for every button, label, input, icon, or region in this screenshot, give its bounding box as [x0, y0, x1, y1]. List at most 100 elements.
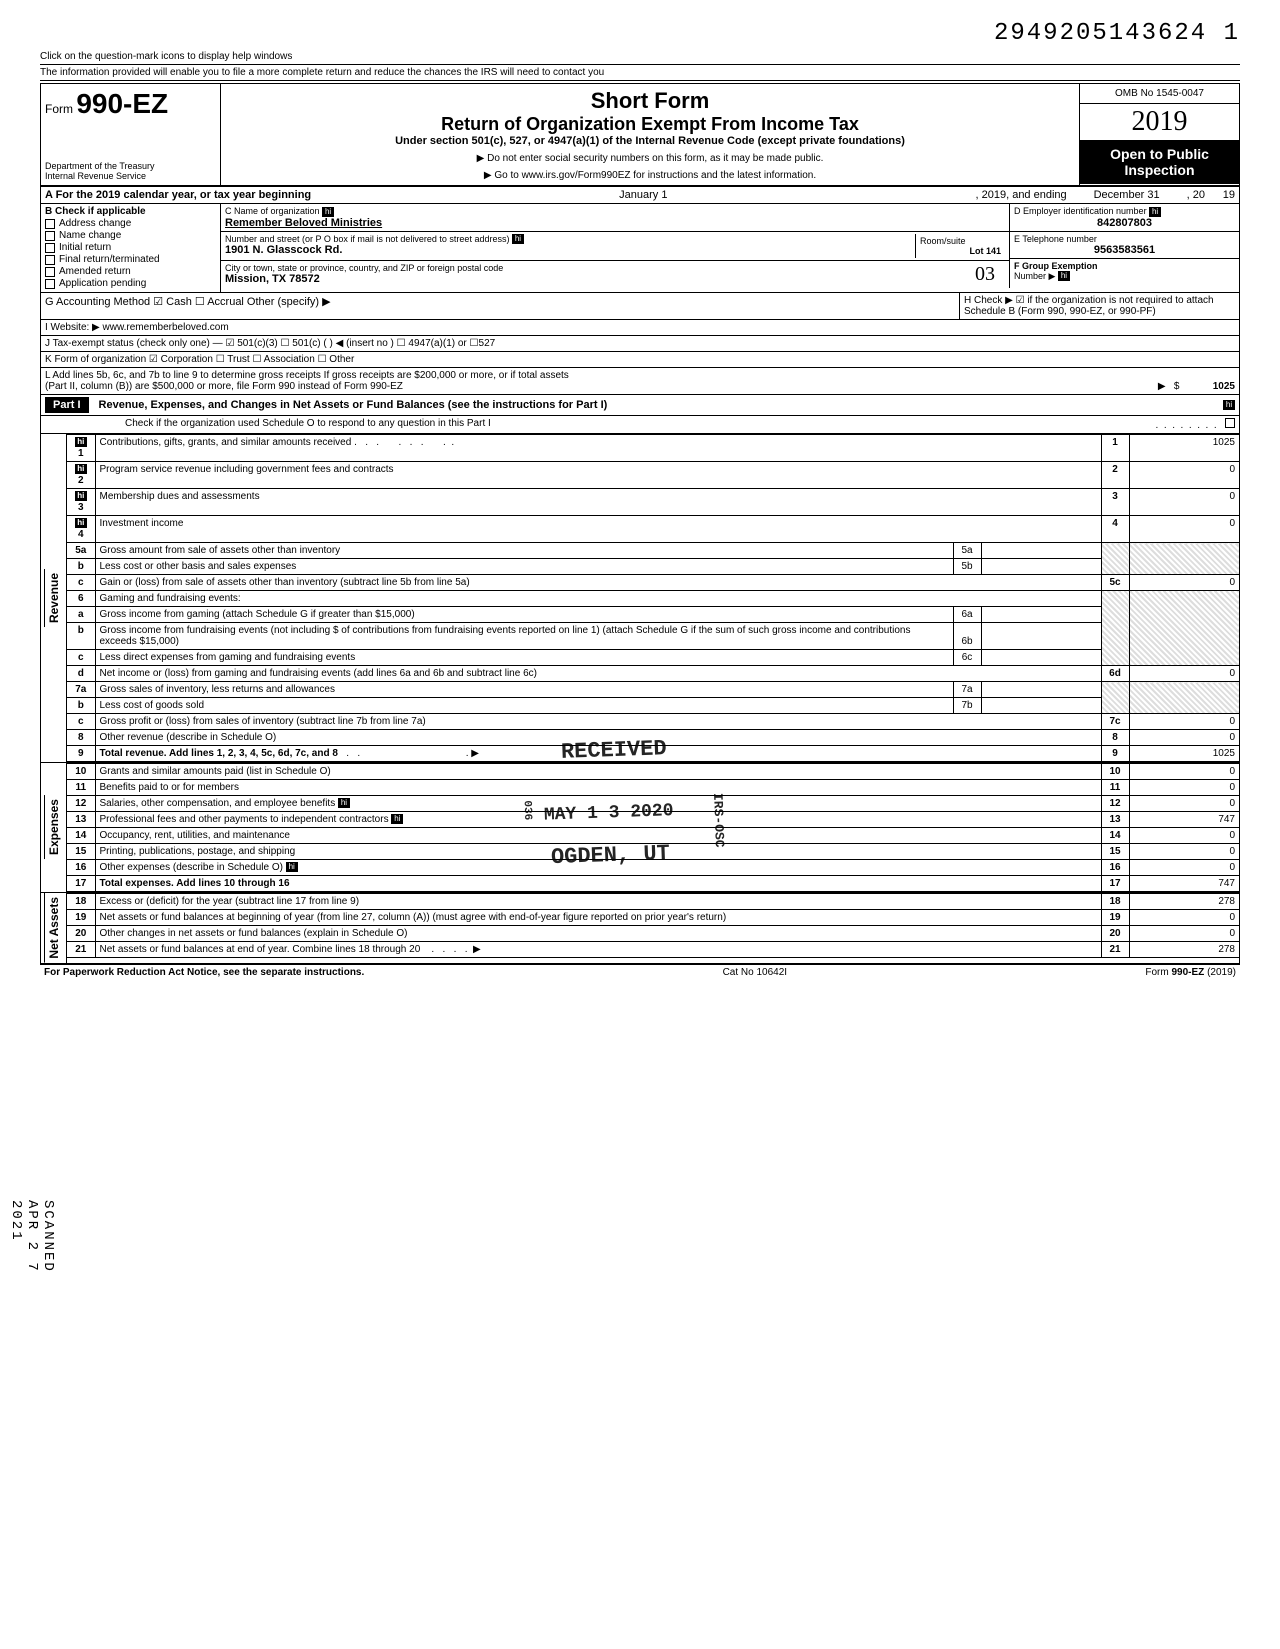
check-final-label: Final return/terminated: [59, 254, 160, 265]
check-amended-label: Amended return: [59, 266, 131, 277]
line-19-desc: Net assets or fund balances at beginning…: [100, 912, 727, 923]
check-initial-label: Initial return: [59, 242, 111, 253]
line-13-val: 747: [1129, 812, 1239, 828]
line-6d-val: 0: [1129, 666, 1239, 682]
help-icon[interactable]: hi: [75, 518, 87, 528]
line-2-val: 0: [1129, 462, 1239, 489]
footer-left: For Paperwork Reduction Act Notice, see …: [44, 967, 364, 978]
page-footer: For Paperwork Reduction Act Notice, see …: [40, 965, 1240, 980]
line-18-val: 278: [1129, 894, 1239, 910]
instruct-1: ▶ Do not enter social security numbers o…: [229, 153, 1071, 164]
line-21-val: 278: [1129, 942, 1239, 958]
open-public-1: Open to Public: [1082, 146, 1237, 162]
line-h: H Check ▶ ☑ if the organization is not r…: [959, 293, 1239, 319]
line-j: J Tax-exempt status (check only one) — ☑…: [41, 336, 1239, 352]
line-14-desc: Occupancy, rent, utilities, and maintena…: [100, 830, 290, 841]
help-icon[interactable]: hi: [75, 464, 87, 474]
line-6-desc: Gaming and fundraising events:: [100, 593, 241, 604]
check-name[interactable]: [45, 231, 55, 241]
org-name: Remember Beloved Ministries: [225, 217, 1005, 229]
cal-mid: , 2019, and ending: [976, 189, 1067, 201]
help-icon[interactable]: hi: [1149, 207, 1161, 217]
room-label: Room/suite: [920, 236, 1001, 246]
line-16-desc: Other expenses (describe in Schedule O): [100, 862, 283, 873]
omb-number: OMB No 1545-0047: [1080, 84, 1239, 104]
check-pending[interactable]: [45, 279, 55, 289]
line-6c-desc: Less direct expenses from gaming and fun…: [100, 652, 356, 663]
check-amended[interactable]: [45, 267, 55, 277]
line-7c-val: 0: [1129, 714, 1239, 730]
line-4-val: 0: [1129, 516, 1239, 543]
form-990ez: Form 990-EZ Department of the Treasury I…: [40, 83, 1240, 965]
line-g: G Accounting Method ☑ Cash ☐ Accrual Oth…: [41, 293, 959, 319]
ein-label: D Employer identification number: [1014, 206, 1147, 216]
part-1-title: Revenue, Expenses, and Changes in Net As…: [89, 399, 1223, 411]
check-header: B Check if applicable: [45, 206, 216, 217]
help-icon[interactable]: hi: [1223, 400, 1235, 410]
check-final[interactable]: [45, 255, 55, 265]
line-8-desc: Other revenue (describe in Schedule O): [100, 732, 277, 743]
line-3-desc: Membership dues and assessments: [100, 491, 260, 502]
handwritten-code: 03: [975, 263, 1005, 286]
line-9-desc: Total revenue. Add lines 1, 2, 3, 4, 5c,…: [100, 748, 338, 759]
help-icon[interactable]: hi: [322, 207, 334, 217]
line-15-desc: Printing, publications, postage, and shi…: [100, 846, 296, 857]
check-address[interactable]: [45, 219, 55, 229]
revenue-vert-label: Revenue: [44, 569, 63, 627]
line-5c-val: 0: [1129, 575, 1239, 591]
form-number: 990-EZ: [76, 88, 168, 119]
line-16-val: 0: [1129, 860, 1239, 876]
netassets-vert-label: Net Assets: [44, 893, 63, 963]
instruct-2: ▶ Go to www.irs.gov/Form990EZ for instru…: [229, 170, 1071, 181]
help-icon[interactable]: hi: [391, 814, 403, 824]
cal-yr: 19: [1205, 189, 1235, 201]
part-1-check-text: Check if the organization used Schedule …: [45, 418, 1156, 431]
cal-begin: January 1: [311, 189, 975, 201]
line-14-val: 0: [1129, 828, 1239, 844]
line-1-desc: Contributions, gifts, grants, and simila…: [100, 437, 352, 448]
line-19-val: 0: [1129, 910, 1239, 926]
line-7b-desc: Less cost of goods sold: [100, 700, 205, 711]
help-icon[interactable]: hi: [512, 234, 524, 244]
line-20-desc: Other changes in net assets or fund bala…: [100, 928, 408, 939]
part-1-label: Part I: [45, 397, 89, 413]
line-4-desc: Investment income: [100, 518, 184, 529]
part-1-checkbox[interactable]: [1225, 418, 1235, 428]
line-6d-desc: Net income or (loss) from gaming and fun…: [100, 668, 537, 679]
help-icon[interactable]: hi: [1058, 271, 1070, 281]
line-7a-desc: Gross sales of inventory, less returns a…: [100, 684, 335, 695]
help-icon[interactable]: hi: [75, 437, 87, 447]
line-20-val: 0: [1129, 926, 1239, 942]
org-city: Mission, TX 78572: [225, 273, 975, 285]
line-11-val: 0: [1129, 780, 1239, 796]
expenses-vert-label: Expenses: [44, 795, 63, 859]
line-6b-desc: Gross income from fundraising events (no…: [100, 625, 911, 647]
short-form-title: Short Form: [229, 88, 1071, 114]
line-9-val: 1025: [1129, 746, 1239, 762]
footer-right: Form 990-EZ (2019): [1145, 967, 1236, 978]
dept-irs: Internal Revenue Service: [45, 171, 216, 181]
help-icon[interactable]: hi: [75, 491, 87, 501]
check-pending-label: Application pending: [59, 278, 146, 289]
line-13-desc: Professional fees and other payments to …: [100, 814, 389, 825]
help-icon[interactable]: hi: [286, 862, 298, 872]
line-12-desc: Salaries, other compensation, and employ…: [100, 798, 336, 809]
check-name-label: Name change: [59, 230, 121, 241]
form-header: Form 990-EZ Department of the Treasury I…: [41, 84, 1239, 187]
ein-value: 842807803: [1014, 217, 1235, 229]
line-5b-desc: Less cost or other basis and sales expen…: [100, 561, 297, 572]
page-stamp-number: 2949205143624 1: [40, 20, 1240, 47]
header-center: Short Form Return of Organization Exempt…: [221, 84, 1079, 185]
line-1-val: 1025: [1129, 435, 1239, 462]
line-l-1: L Add lines 5b, 6c, and 7b to line 9 to …: [45, 370, 1095, 381]
group-label2: Number ▶: [1014, 271, 1055, 281]
line-8-val: 0: [1129, 730, 1239, 746]
check-initial[interactable]: [45, 243, 55, 253]
label-c: C Name of organization: [225, 206, 320, 216]
line-15-val: 0: [1129, 844, 1239, 860]
room-val: Lot 141: [920, 246, 1001, 256]
header-left: Form 990-EZ Department of the Treasury I…: [41, 84, 221, 185]
line-10-val: 0: [1129, 764, 1239, 780]
help-icon[interactable]: hi: [338, 798, 350, 808]
line-2-desc: Program service revenue including govern…: [100, 464, 394, 475]
